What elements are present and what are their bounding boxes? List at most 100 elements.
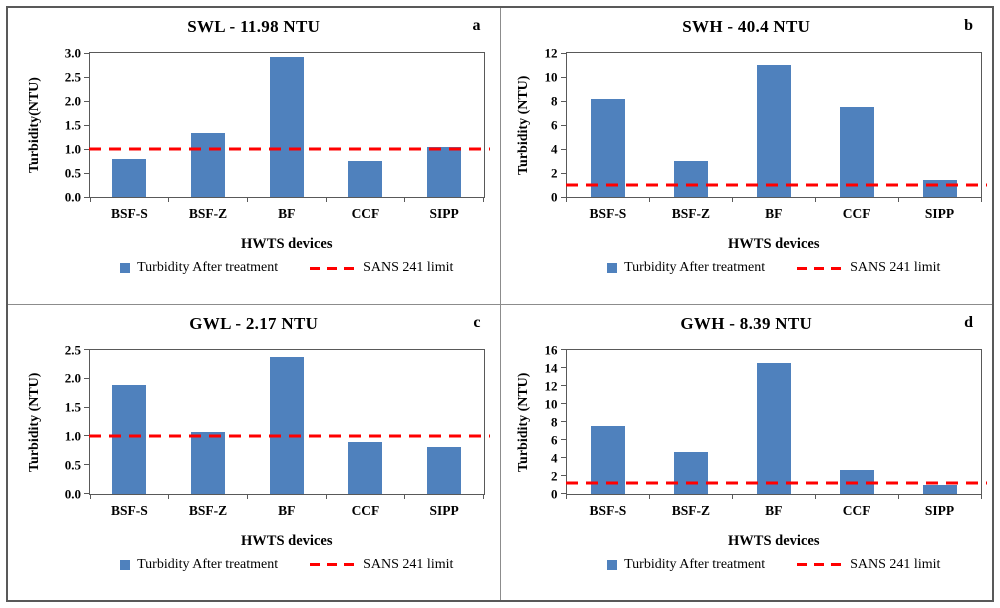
y-tick-mark: [560, 475, 567, 476]
y-axis-label: Turbidity(NTU): [27, 77, 42, 173]
y-tick-mark: [560, 349, 567, 350]
y-tick-label: 2.0: [64, 93, 81, 109]
chart-title: GWH - 8.39 NTU: [680, 313, 813, 333]
y-tick-label: 1.5: [64, 117, 81, 133]
panel-letter: c: [473, 313, 481, 331]
x-axis-label: HWTS devices: [241, 236, 333, 252]
bar-bf: [269, 56, 304, 197]
x-tick-mark: [246, 197, 248, 202]
y-tick-label: 2: [551, 165, 558, 181]
y-tick-label: 0.0: [64, 189, 81, 205]
bar-bf: [269, 357, 304, 494]
category-label: SIPP: [429, 206, 459, 221]
x-tick-mark: [897, 197, 899, 202]
limit-dash-icon: [310, 563, 355, 566]
limit-legend-label: SANS 241 limit: [363, 260, 454, 275]
limit-dash-icon: [797, 266, 842, 270]
plot-area: 0.0 0.5 1.0 1.5 2.0 2.5 BSF-S BSF-Z BF CCF SIPP: [65, 343, 490, 518]
y-tick-mark: [560, 148, 567, 150]
chart-title: GWL - 2.17 NTU: [189, 313, 319, 333]
x-tick-mark: [89, 493, 91, 499]
y-tick-mark: [84, 349, 90, 350]
category-label: SIPP: [924, 502, 955, 518]
limit-legend-label: SANS 241 limit: [363, 556, 454, 572]
y-tick-label: 8: [551, 93, 558, 109]
x-tick-mark: [814, 197, 816, 202]
y-tick-mark: [84, 464, 90, 466]
chart-panel: SWL - 11.98 NTU a Turbidity(NTU) 0.0 0.5 1…: [8, 8, 500, 304]
y-tick-label: 10: [544, 69, 558, 85]
panel-letter: a: [472, 17, 481, 34]
bar-bsf-s: [112, 385, 147, 494]
y-tick-mark: [560, 196, 567, 198]
limit-line: [89, 434, 490, 438]
series-swatch-icon: [120, 559, 131, 570]
category-label: CCF: [842, 502, 871, 518]
panel-grid: SWL - 11.98 NTU a Turbidity(NTU) 0.0 0.5 1…: [6, 6, 994, 602]
y-tick-label: 2.5: [64, 342, 81, 357]
chart-panel: SWH - 40.4 NTU b Turbidity (NTU) 0 2 4 6 8 10…: [500, 8, 992, 304]
y-tick-mark: [84, 52, 90, 54]
y-tick-mark: [84, 76, 90, 78]
limit-line: [565, 481, 987, 485]
series-swatch-icon: [120, 263, 131, 273]
x-tick-mark: [731, 197, 733, 202]
y-tick-mark: [560, 403, 567, 404]
category-label: BF: [278, 206, 296, 221]
plot-area: 0 2 4 6 8 10 12 BSF-S BSF-Z BF CCF SIPP: [545, 47, 987, 221]
x-tick-mark: [980, 197, 982, 202]
y-tick-mark: [560, 385, 567, 386]
category-label: BSF-Z: [671, 206, 710, 221]
y-tick-mark: [560, 439, 567, 440]
y-tick-label: 1.0: [64, 141, 81, 157]
category-label: CCF: [351, 502, 380, 518]
y-tick-label: 12: [544, 378, 558, 393]
y-tick-mark: [560, 493, 567, 494]
panel-letter: b: [964, 17, 973, 34]
legend: Turbidity After treatment SANS 241 limit: [566, 557, 983, 573]
y-tick-mark: [560, 367, 567, 368]
y-tick-mark: [84, 435, 90, 437]
limit-dash-icon: [310, 266, 355, 270]
series-legend-label: Turbidity After treatment: [624, 260, 766, 275]
chart-title: SWL - 11.98 NTU: [187, 17, 321, 36]
y-tick-label: 4: [551, 450, 558, 465]
y-tick-mark: [84, 172, 90, 174]
y-tick-mark: [560, 457, 567, 458]
category-label: BF: [765, 502, 783, 518]
y-tick-label: 6: [551, 117, 558, 133]
series-swatch-icon: [607, 559, 618, 570]
bar-bf: [756, 363, 791, 494]
x-tick-mark: [566, 197, 567, 202]
category-label: SIPP: [924, 206, 955, 221]
plot-area: 0 2 4 6 8 10 12 14 16 BSF-S BSF-Z BF CCF SIPP: [545, 343, 987, 518]
bar-bsf-z: [191, 431, 226, 494]
bar-ccf: [348, 161, 383, 197]
limit-dash-icon: [797, 563, 842, 566]
bar-bsf-z: [673, 452, 708, 494]
chart-panel: GWH - 8.39 NTU d Turbidity (NTU) 0 2 4 6 8 10…: [500, 304, 992, 600]
panel-letter: d: [964, 313, 973, 331]
x-tick-mark: [483, 197, 484, 202]
category-label: BF: [278, 502, 296, 518]
category-label: CCF: [351, 206, 380, 221]
category-label: SIPP: [429, 502, 459, 518]
x-tick-mark: [325, 493, 327, 499]
bar-bsf-s: [590, 98, 625, 197]
series-legend-label: Turbidity After treatment: [137, 556, 279, 572]
x-tick-mark: [246, 493, 248, 499]
x-tick-mark: [89, 197, 91, 202]
y-tick-label: 0.5: [64, 165, 81, 181]
y-tick-label: 2.0: [64, 370, 81, 386]
y-tick-mark: [84, 148, 90, 150]
y-tick-mark: [560, 76, 567, 78]
y-tick-label: 2.5: [64, 69, 81, 85]
y-tick-label: 1.0: [64, 428, 81, 444]
x-tick-mark: [168, 493, 170, 499]
y-tick-label: 0: [551, 189, 558, 205]
y-tick-label: 16: [544, 342, 558, 357]
x-tick-mark: [168, 197, 170, 202]
x-axis-label: HWTS devices: [241, 532, 333, 549]
x-tick-mark: [483, 493, 484, 499]
